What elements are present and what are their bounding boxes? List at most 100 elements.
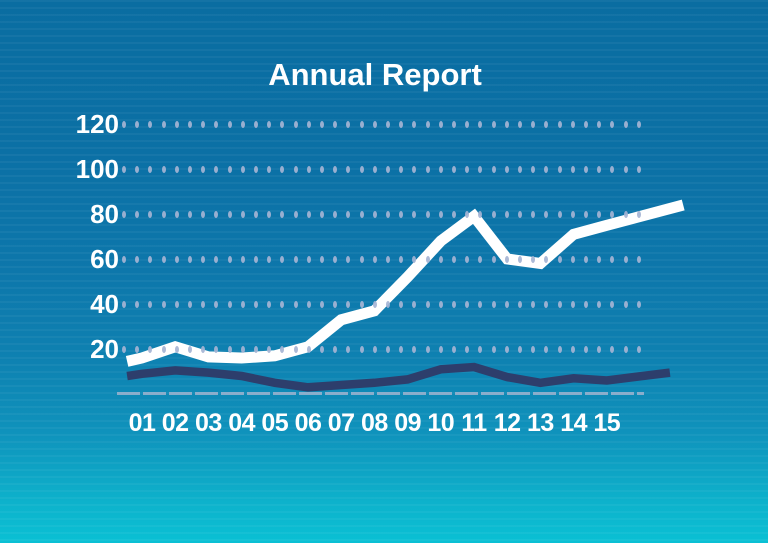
grid-dot [201, 120, 206, 128]
grid-dot [201, 300, 206, 308]
grid-dot [333, 300, 338, 308]
grid-dot [465, 345, 470, 353]
grid-dot [491, 210, 496, 218]
grid-dot [201, 165, 206, 173]
grid-dot [254, 210, 258, 218]
grid-dot [491, 120, 496, 128]
grid-dot [359, 255, 364, 263]
grid-dot [122, 165, 126, 173]
grid-dot [346, 345, 351, 353]
grid-dot [214, 210, 219, 218]
gridline-dotted-row [122, 210, 652, 218]
grid-dot [425, 345, 430, 353]
grid-dot [267, 345, 272, 353]
grid-dot [161, 165, 166, 173]
grid-dot [478, 300, 483, 308]
grid-dot [452, 120, 456, 128]
grid-dot [386, 210, 390, 218]
grid-dot [544, 300, 549, 308]
grid-dot [570, 300, 575, 308]
grid-dot [320, 210, 324, 218]
grid-dot [372, 345, 377, 353]
grid-dot [254, 255, 258, 263]
grid-dot [557, 165, 562, 173]
grid-dot [452, 345, 456, 353]
grid-dot [148, 165, 153, 173]
grid-dot [148, 120, 153, 128]
grid-dot [306, 165, 311, 173]
grid-dot [188, 210, 192, 218]
grid-dot [412, 300, 417, 308]
grid-dot [518, 345, 522, 353]
grid-dot [399, 120, 404, 128]
grid-dot [293, 300, 298, 308]
grid-dot [610, 345, 615, 353]
grid-dot [333, 210, 338, 218]
grid-dot [227, 165, 232, 173]
grid-dot [504, 255, 509, 263]
x-axis-tick-label: 15 [593, 409, 621, 437]
grid-dot [623, 345, 628, 353]
grid-dot [161, 300, 166, 308]
grid-dot [254, 345, 258, 353]
grid-dot [293, 345, 298, 353]
grid-dot [333, 120, 338, 128]
grid-dot [346, 165, 351, 173]
grid-dot [518, 300, 522, 308]
grid-dot [386, 255, 390, 263]
grid-dot [227, 120, 232, 128]
gridline-dotted-row [122, 255, 652, 263]
grid-dot [544, 120, 549, 128]
grid-dot [412, 255, 417, 263]
grid-dot [584, 120, 588, 128]
grid-dot [425, 165, 430, 173]
grid-dot [135, 120, 140, 128]
grid-dot [531, 345, 536, 353]
grid-dot [320, 345, 324, 353]
grid-dot [438, 165, 443, 173]
grid-dot [122, 300, 126, 308]
grid-dot [122, 345, 126, 353]
grid-dot [531, 300, 536, 308]
grid-dot [227, 300, 232, 308]
grid-dot [557, 255, 562, 263]
grid-dot [214, 165, 219, 173]
grid-dot [135, 255, 140, 263]
grid-dot [254, 300, 258, 308]
x-axis-tick-label: 05 [261, 409, 289, 437]
x-axis-tick-label: 01 [128, 409, 156, 437]
grid-dot [135, 210, 140, 218]
grid-dot [636, 120, 641, 128]
grid-dot [623, 120, 628, 128]
grid-dot [636, 210, 641, 218]
grid-dot [425, 300, 430, 308]
grid-dot [320, 165, 324, 173]
grid-dot [227, 255, 232, 263]
y-axis-tick-label: 120 [75, 109, 119, 139]
grid-dot [161, 210, 166, 218]
grid-dot [320, 300, 324, 308]
grid-dot [214, 345, 219, 353]
grid-dot [386, 300, 390, 308]
grid-dot [491, 165, 496, 173]
grid-dot [386, 345, 390, 353]
grid-dot [346, 300, 351, 308]
grid-dot [623, 210, 628, 218]
grid-dot [412, 120, 417, 128]
grid-dot [359, 345, 364, 353]
grid-dot [452, 210, 456, 218]
grid-dot [333, 165, 338, 173]
x-axis-tick-label: 09 [394, 409, 421, 437]
grid-dot [267, 120, 272, 128]
grid-dot [584, 345, 588, 353]
grid-dot [161, 345, 166, 353]
grid-dot [518, 165, 522, 173]
x-axis-tick-label: 11 [461, 409, 487, 437]
grid-dot [320, 255, 324, 263]
x-axis-tick-label: 03 [194, 409, 222, 437]
grid-dot [148, 255, 153, 263]
grid-dot [293, 210, 298, 218]
grid-dot [174, 255, 179, 263]
grid-dot [240, 165, 245, 173]
